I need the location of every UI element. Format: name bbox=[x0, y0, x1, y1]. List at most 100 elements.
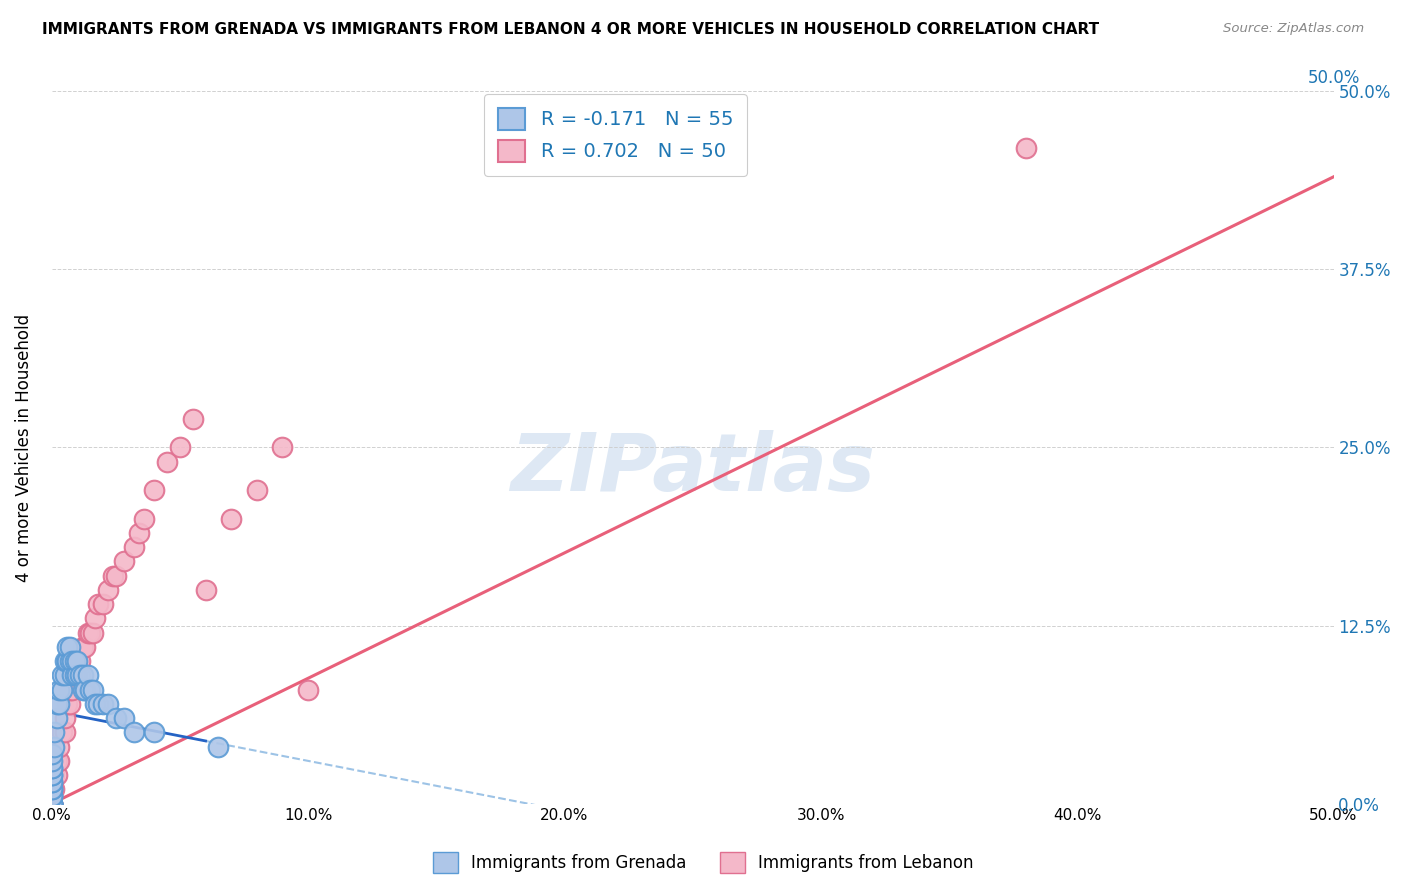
Point bbox=[207, 739, 229, 754]
Point bbox=[76, 668, 98, 682]
Point bbox=[82, 682, 104, 697]
Point bbox=[41, 761, 63, 775]
Point bbox=[60, 668, 83, 682]
Point bbox=[41, 797, 63, 811]
Point bbox=[41, 797, 63, 811]
Point bbox=[79, 625, 101, 640]
Point bbox=[156, 455, 179, 469]
Point bbox=[60, 682, 83, 697]
Point bbox=[48, 739, 70, 754]
Point bbox=[53, 725, 76, 739]
Point bbox=[1015, 141, 1038, 155]
Point bbox=[84, 611, 107, 625]
Text: IMMIGRANTS FROM GRENADA VS IMMIGRANTS FROM LEBANON 4 OR MORE VEHICLES IN HOUSEHO: IMMIGRANTS FROM GRENADA VS IMMIGRANTS FR… bbox=[42, 22, 1099, 37]
Point bbox=[169, 441, 191, 455]
Point bbox=[72, 640, 94, 654]
Point bbox=[41, 797, 63, 811]
Legend: Immigrants from Grenada, Immigrants from Lebanon: Immigrants from Grenada, Immigrants from… bbox=[426, 846, 980, 880]
Point bbox=[132, 512, 155, 526]
Point bbox=[41, 782, 63, 797]
Point bbox=[41, 761, 63, 775]
Point bbox=[66, 668, 89, 682]
Point bbox=[41, 797, 63, 811]
Point bbox=[72, 668, 94, 682]
Point bbox=[41, 797, 63, 811]
Point bbox=[56, 697, 79, 711]
Point bbox=[41, 789, 63, 804]
Point bbox=[181, 412, 204, 426]
Point bbox=[91, 697, 114, 711]
Point bbox=[41, 782, 63, 797]
Point bbox=[66, 654, 89, 668]
Point bbox=[44, 782, 66, 797]
Y-axis label: 4 or more Vehicles in Household: 4 or more Vehicles in Household bbox=[15, 313, 32, 582]
Point bbox=[44, 768, 66, 782]
Point bbox=[41, 797, 63, 811]
Point bbox=[51, 682, 73, 697]
Point bbox=[60, 668, 83, 682]
Point bbox=[82, 625, 104, 640]
Point bbox=[104, 711, 127, 725]
Point bbox=[87, 697, 110, 711]
Point bbox=[63, 654, 86, 668]
Point bbox=[104, 568, 127, 582]
Point bbox=[45, 697, 67, 711]
Point bbox=[76, 625, 98, 640]
Point bbox=[45, 711, 67, 725]
Point bbox=[143, 483, 166, 498]
Point bbox=[112, 711, 135, 725]
Point bbox=[41, 797, 63, 811]
Point bbox=[41, 797, 63, 811]
Point bbox=[79, 682, 101, 697]
Point bbox=[91, 597, 114, 611]
Point bbox=[51, 725, 73, 739]
Point bbox=[84, 697, 107, 711]
Point bbox=[271, 441, 294, 455]
Point bbox=[41, 775, 63, 789]
Point bbox=[41, 797, 63, 811]
Point bbox=[128, 525, 150, 540]
Point bbox=[75, 640, 97, 654]
Point bbox=[41, 768, 63, 782]
Text: Source: ZipAtlas.com: Source: ZipAtlas.com bbox=[1223, 22, 1364, 36]
Point bbox=[97, 697, 120, 711]
Point bbox=[41, 754, 63, 768]
Point bbox=[59, 682, 82, 697]
Point bbox=[56, 640, 79, 654]
Point bbox=[59, 640, 82, 654]
Point bbox=[41, 775, 63, 789]
Point bbox=[41, 747, 63, 761]
Point bbox=[41, 782, 63, 797]
Point bbox=[66, 654, 89, 668]
Point bbox=[51, 668, 73, 682]
Point bbox=[44, 725, 66, 739]
Point bbox=[41, 789, 63, 804]
Point bbox=[53, 668, 76, 682]
Point bbox=[48, 682, 70, 697]
Point bbox=[56, 654, 79, 668]
Point bbox=[41, 797, 63, 811]
Point bbox=[45, 768, 67, 782]
Point bbox=[45, 754, 67, 768]
Point bbox=[219, 512, 242, 526]
Text: ZIPatlas: ZIPatlas bbox=[510, 430, 875, 508]
Point bbox=[44, 739, 66, 754]
Legend: R = -0.171   N = 55, R = 0.702   N = 50: R = -0.171 N = 55, R = 0.702 N = 50 bbox=[485, 94, 747, 176]
Point bbox=[53, 711, 76, 725]
Point bbox=[59, 697, 82, 711]
Point bbox=[72, 682, 94, 697]
Point bbox=[97, 582, 120, 597]
Point bbox=[48, 754, 70, 768]
Point bbox=[59, 654, 82, 668]
Point bbox=[194, 582, 217, 597]
Point bbox=[63, 668, 86, 682]
Point bbox=[103, 568, 125, 582]
Point bbox=[87, 597, 110, 611]
Point bbox=[246, 483, 269, 498]
Point bbox=[69, 654, 91, 668]
Point bbox=[122, 725, 145, 739]
Point bbox=[56, 654, 79, 668]
Point bbox=[143, 725, 166, 739]
Point bbox=[112, 554, 135, 568]
Point bbox=[41, 789, 63, 804]
